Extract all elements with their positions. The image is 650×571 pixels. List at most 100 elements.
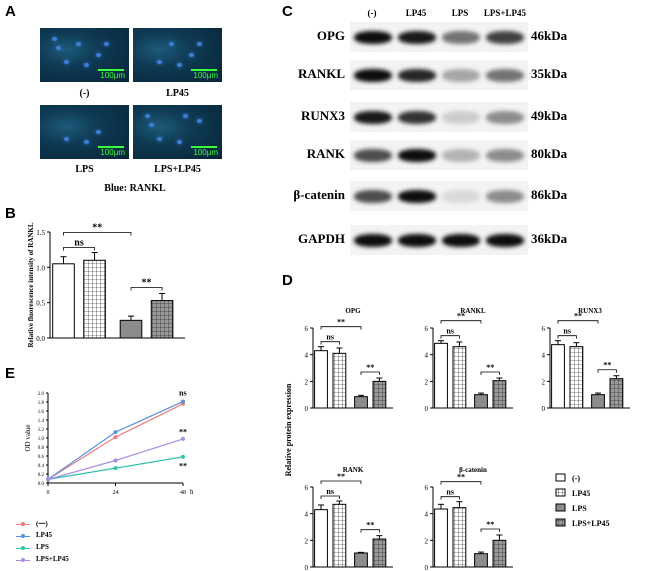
- blot-strip: [350, 60, 528, 90]
- chart-b: 0.0 0.5 1.0 1.5 ns ** ** Relative fluorescence …: [27, 222, 185, 348]
- blot-band: [486, 149, 524, 162]
- panel-label-b: B: [5, 205, 16, 222]
- nucleus: [84, 62, 89, 67]
- sig-bracket-lps-label: **: [486, 363, 494, 372]
- annotation-lps: **: [179, 462, 187, 471]
- panel-label-d: D: [282, 272, 293, 289]
- blot-band: [486, 190, 524, 203]
- blot-band: [354, 31, 392, 44]
- blot-band: [486, 111, 524, 124]
- nucleus: [56, 46, 61, 51]
- x-unit-label: h: [190, 488, 194, 496]
- y-tick-label: 4: [542, 352, 546, 360]
- blot-kda-label: 35kDa: [531, 66, 568, 81]
- legend-swatch: [555, 473, 566, 482]
- blot-band: [354, 111, 392, 124]
- legend-label: (-): [572, 474, 580, 483]
- y-tick-label: 6: [425, 484, 429, 492]
- y-tick-label: 2: [305, 537, 309, 545]
- y-tick-label: 4: [425, 352, 429, 360]
- scale-bar-label: 100μm: [100, 71, 125, 80]
- y-tick-label: 0.4: [38, 464, 45, 469]
- sig-bracket-control-lps-label: **: [574, 312, 582, 321]
- blot-kda-label: 46kDa: [531, 28, 568, 43]
- y-tick-label: 1.4: [38, 419, 45, 424]
- blot-strip: [350, 102, 528, 132]
- bar: [372, 538, 387, 568]
- nucleus: [177, 62, 182, 67]
- bar: [452, 507, 467, 568]
- blot-band: [354, 69, 392, 82]
- sig-bracket-control-lps: [557, 320, 599, 324]
- blot-kda-label: 80kDa: [531, 146, 568, 161]
- bar: [119, 319, 143, 339]
- legend-label: LP45: [36, 531, 52, 539]
- blot-band: [442, 234, 480, 247]
- data-point: [113, 430, 118, 435]
- lane-label: LPS+LP45: [483, 8, 527, 18]
- nucleus: [64, 60, 69, 65]
- y-tick-label: 1.2: [38, 428, 45, 433]
- sig-bracket-lps: [480, 528, 500, 532]
- blot-strip: [350, 181, 528, 211]
- micrograph-label: LPS: [75, 164, 94, 175]
- bar: [492, 539, 507, 568]
- y-tick-label: 1.0: [38, 437, 45, 442]
- data-point: [113, 466, 118, 471]
- micrograph-lps-lp45: 100μm: [133, 105, 222, 159]
- bar: [474, 553, 488, 568]
- y-tick-label: 0.5: [36, 300, 45, 308]
- nucleus: [157, 137, 162, 142]
- y-tick-label: 2: [425, 537, 429, 545]
- blot-band: [486, 234, 524, 247]
- data-point: [113, 458, 118, 463]
- sig-bracket-ns-label: ns: [326, 487, 334, 496]
- y-tick-label: 6: [305, 484, 309, 492]
- sig-bracket-control-lps: [440, 481, 482, 485]
- nucleus: [197, 41, 202, 46]
- nucleus: [84, 139, 89, 144]
- sig-bracket-lps-label: **: [366, 521, 374, 530]
- legend-label: (一): [36, 520, 48, 528]
- sig-bracket-ns-label: ns: [446, 327, 454, 336]
- bar: [332, 503, 347, 568]
- y-tick-label: 2: [305, 378, 309, 386]
- sig-bracket-ns: [557, 335, 577, 339]
- sig-bracket-lps-label: **: [603, 361, 611, 370]
- sig-bracket-lps-label: **: [366, 363, 374, 372]
- sig-bracket-control-lps-label: **: [457, 473, 465, 482]
- sig-bracket-lps: [360, 529, 380, 533]
- bar: [569, 346, 584, 409]
- sig-bracket-ns: [440, 496, 460, 500]
- blot-strip: [350, 22, 528, 52]
- subplot-title: β-catenin: [459, 466, 487, 474]
- blot-band: [354, 234, 392, 247]
- bar: [52, 263, 75, 339]
- y-tick-label: 4: [305, 352, 309, 360]
- lane-label: LPS: [451, 8, 469, 18]
- sig-bracket-ns: [320, 495, 340, 499]
- bar: [332, 352, 347, 409]
- blot-band: [442, 111, 480, 124]
- x-tick-label: 0: [47, 490, 50, 496]
- sig-bracket-ns: [320, 341, 340, 345]
- nucleus: [96, 130, 101, 135]
- micrograph-lp45: 100μm: [133, 28, 222, 82]
- blot-kda-label: 86kDa: [531, 187, 568, 202]
- nucleus: [169, 41, 174, 46]
- y-tick-label: 4: [305, 511, 309, 519]
- sig-bracket-lps: [130, 287, 163, 291]
- blot-band: [398, 31, 436, 44]
- nucleus: [157, 60, 162, 65]
- y-tick-label: 6: [425, 325, 429, 333]
- y-tick-label: 0.8: [38, 446, 45, 451]
- bar: [551, 344, 565, 409]
- sig-bracket-ns-label: ns: [326, 333, 334, 342]
- y-tick-label: 6: [305, 325, 309, 333]
- data-point: [181, 436, 185, 441]
- nucleus: [182, 114, 188, 119]
- data-point: [181, 454, 185, 459]
- blot-strip: [350, 225, 528, 255]
